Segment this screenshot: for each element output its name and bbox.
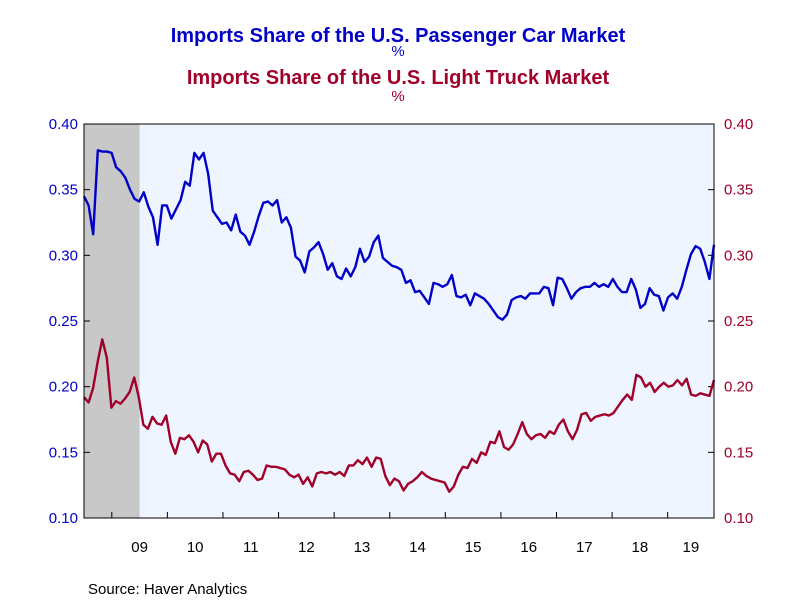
x-tick-label: 10 — [187, 539, 204, 556]
x-tick-label: 11 — [243, 539, 259, 556]
y-right-tick-label: 0.40 — [724, 116, 753, 133]
y-axis-left: 0.10 0.15 0.20 0.25 0.30 0.35 0.40 — [49, 116, 90, 527]
x-tick-label: 16 — [520, 539, 537, 556]
chart-title-unit: % — [391, 43, 404, 60]
chart-subtitle: Imports Share of the U.S. Light Truck Ma… — [187, 67, 610, 89]
x-tick-label: 18 — [632, 539, 649, 556]
x-tick-label: 13 — [354, 539, 371, 556]
x-tick-label: 14 — [409, 539, 426, 556]
x-tick-label: 17 — [576, 539, 593, 556]
y-right-tick-label: 0.25 — [724, 313, 753, 330]
y-left-tick-label: 0.15 — [49, 444, 78, 461]
y-left-tick-label: 0.30 — [49, 247, 78, 264]
plot-area — [84, 124, 714, 518]
x-tick-label: 09 — [131, 539, 148, 556]
y-left-tick-label: 0.25 — [49, 313, 78, 330]
y-right-tick-label: 0.10 — [724, 510, 753, 527]
y-right-tick-label: 0.20 — [724, 379, 753, 396]
series-line-light-truck — [83, 338, 716, 493]
x-tick-label: 15 — [465, 539, 482, 556]
y-right-tick-label: 0.30 — [724, 247, 753, 264]
x-tick-label: 19 — [682, 539, 699, 556]
series-lines — [82, 149, 716, 493]
y-left-tick-label: 0.35 — [49, 182, 78, 199]
y-axis-right: 0.10 0.15 0.20 0.25 0.30 0.35 0.40 — [708, 116, 753, 527]
series-line-passenger-car — [82, 149, 716, 321]
x-axis: 09 10 11 12 13 14 15 16 17 18 19 — [111, 512, 699, 556]
chart-subtitle-unit: % — [391, 88, 404, 105]
y-left-tick-label: 0.10 — [49, 510, 78, 527]
source-note: Source: Haver Analytics — [88, 581, 247, 598]
y-left-tick-label: 0.40 — [49, 116, 78, 133]
x-tick-label: 12 — [298, 539, 315, 556]
chart-title: Imports Share of the U.S. Passenger Car … — [171, 25, 626, 47]
y-left-tick-label: 0.20 — [49, 379, 78, 396]
y-right-tick-label: 0.35 — [724, 182, 753, 199]
recession-band — [84, 124, 140, 518]
plot-frame — [83, 123, 715, 519]
y-right-tick-label: 0.15 — [724, 444, 753, 461]
